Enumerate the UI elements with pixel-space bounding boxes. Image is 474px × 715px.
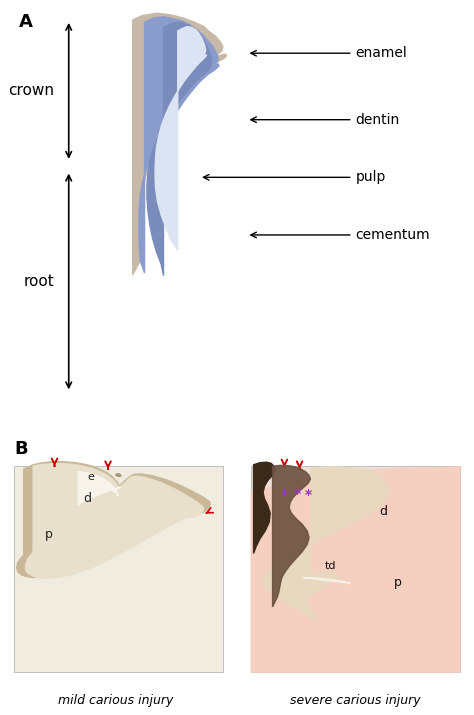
Text: p: p	[393, 576, 401, 589]
Polygon shape	[251, 466, 460, 672]
Text: d: d	[83, 492, 91, 505]
Text: *: *	[281, 488, 288, 502]
Text: *: *	[304, 488, 312, 503]
Text: mild carious injury: mild carious injury	[58, 694, 174, 707]
Polygon shape	[26, 463, 204, 578]
Polygon shape	[303, 578, 351, 584]
Polygon shape	[139, 17, 219, 273]
Polygon shape	[133, 14, 227, 275]
Text: e: e	[88, 473, 95, 483]
Text: A: A	[19, 14, 33, 31]
Text: cementum: cementum	[251, 228, 430, 242]
Polygon shape	[254, 462, 275, 553]
Text: *: *	[294, 487, 301, 501]
Polygon shape	[147, 22, 212, 276]
FancyBboxPatch shape	[14, 466, 223, 672]
Text: p: p	[45, 528, 53, 541]
Polygon shape	[116, 474, 121, 476]
FancyBboxPatch shape	[251, 466, 460, 672]
Polygon shape	[273, 465, 310, 607]
Polygon shape	[263, 467, 389, 622]
Text: B: B	[14, 440, 28, 458]
Text: crown: crown	[9, 84, 55, 99]
Polygon shape	[78, 471, 120, 506]
Text: enamel: enamel	[251, 46, 407, 60]
Text: pulp: pulp	[203, 170, 386, 184]
Polygon shape	[155, 26, 207, 250]
Polygon shape	[17, 462, 210, 578]
Text: severe carious injury: severe carious injury	[290, 694, 421, 707]
Text: dentin: dentin	[251, 113, 400, 127]
Text: d: d	[379, 505, 387, 518]
Text: root: root	[24, 274, 55, 289]
Text: td: td	[325, 561, 336, 571]
